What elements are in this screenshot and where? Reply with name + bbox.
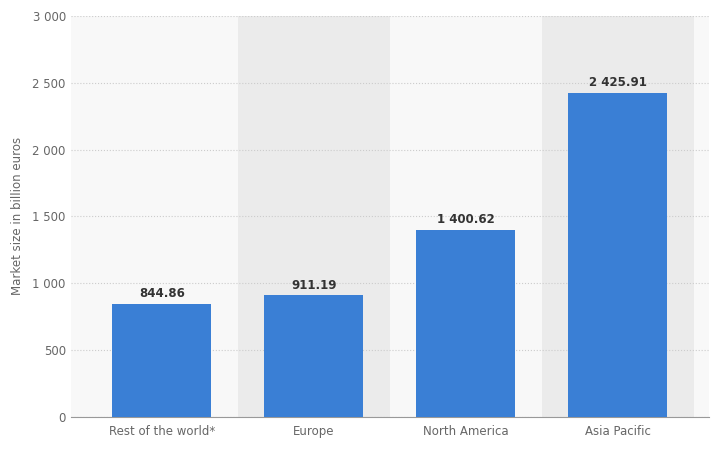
Text: 1 400.62: 1 400.62 (437, 213, 495, 226)
Bar (568, 93, 667, 417)
Text: 2 425.91: 2 425.91 (589, 76, 647, 89)
Bar (112, 304, 211, 417)
Y-axis label: Market size in billion euros: Market size in billion euros (11, 137, 24, 295)
Text: 911.19: 911.19 (291, 278, 336, 291)
Bar (541, 16, 693, 417)
Bar (264, 295, 363, 417)
Bar (416, 229, 515, 417)
Bar (238, 16, 390, 417)
Text: 844.86: 844.86 (139, 287, 185, 300)
